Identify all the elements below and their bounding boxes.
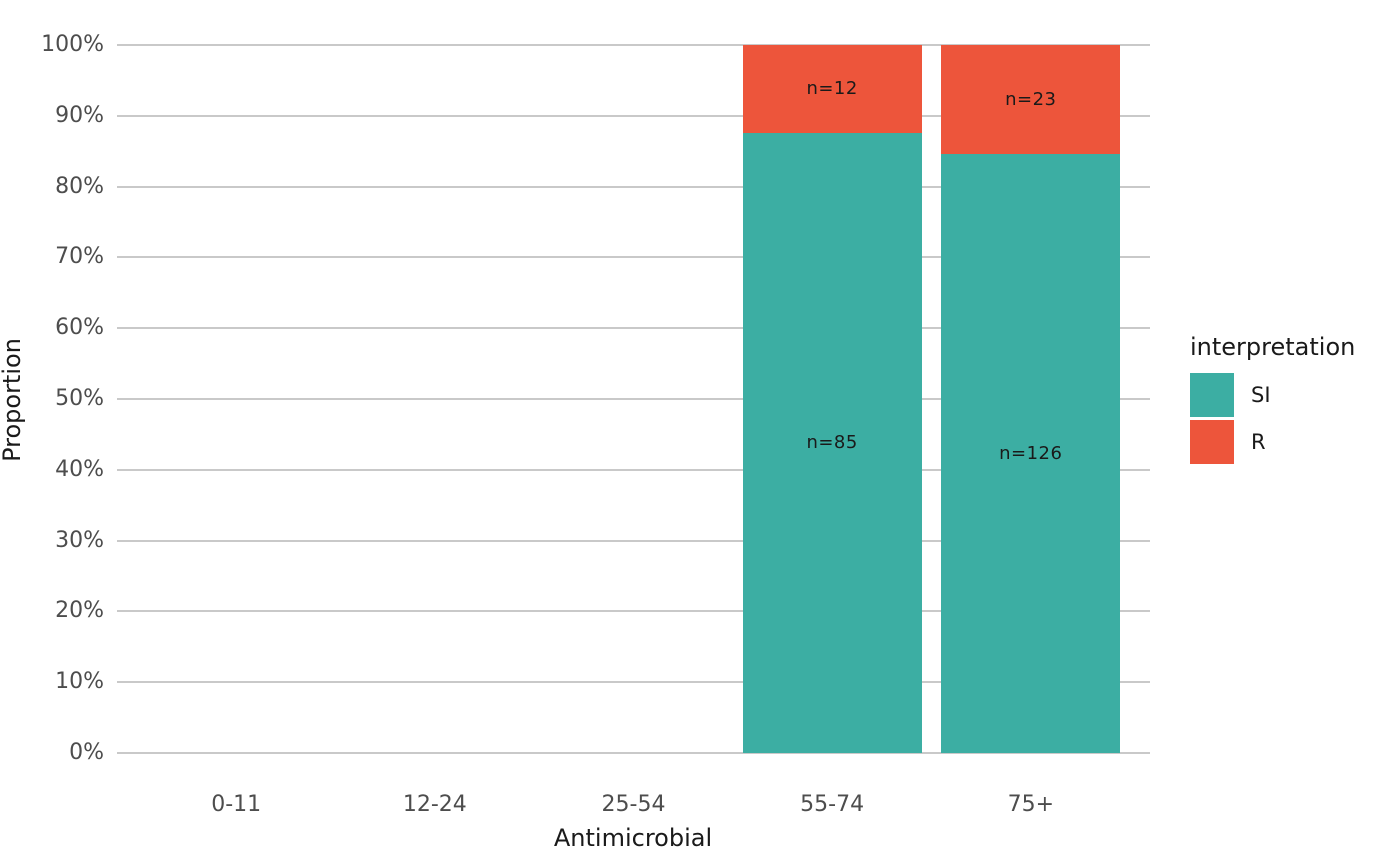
legend-label: R: [1251, 430, 1266, 454]
legend-swatch-R: [1190, 420, 1234, 464]
bar-count-label: n=126: [999, 443, 1063, 465]
bar-count-label: n=23: [1005, 89, 1057, 111]
bar-75+: n=23 n=126: [941, 45, 1121, 753]
gridline-100%: [117, 44, 1150, 46]
gridline-0%: [117, 752, 1150, 754]
legend-item-R: R: [1190, 420, 1355, 464]
gridline-80%: [117, 185, 1150, 188]
gridline-50%: [117, 398, 1150, 400]
y-tick-label: 0%: [69, 740, 104, 765]
y-tick-label: 10%: [55, 669, 104, 695]
gridline-20%: [117, 610, 1150, 613]
gridline-90%: [117, 114, 1150, 117]
legend-swatch-SI: [1190, 373, 1234, 417]
y-tick-label: 90%: [55, 102, 104, 128]
bar-segment-R-75+: n=23: [941, 45, 1121, 155]
x-tick-label-25-54: 25-54: [601, 792, 666, 817]
bar-segment-R-55-74: n=12: [742, 45, 922, 133]
bar-55-74: n=12 n=85: [742, 45, 922, 753]
y-tick-label: 40%: [55, 456, 104, 482]
gridline-10%: [117, 681, 1150, 684]
gridline-70%: [117, 256, 1150, 259]
x-tick-label-12-24: 12-24: [402, 792, 467, 817]
y-tick-label: 50%: [55, 386, 104, 411]
legend-title: interpretation: [1190, 333, 1356, 361]
x-tick-label-55-74: 55-74: [800, 792, 865, 817]
legend-items: SI R: [1190, 373, 1355, 464]
bar-count-label: n=12: [806, 78, 858, 100]
legend-label: SI: [1251, 383, 1271, 407]
legend: interpretation SI R: [1190, 332, 1355, 464]
y-tick-label: 20%: [55, 598, 104, 624]
bar-segment-SI-55-74: n=85: [742, 132, 922, 753]
bar-count-label: n=85: [806, 432, 858, 454]
x-tick-label-75+: 75+: [1007, 792, 1055, 817]
x-axis-title: Antimicrobial: [553, 824, 713, 852]
bar-segment-SI-75+: n=126: [941, 154, 1121, 753]
plot-panel: n=12 n=85 n=23 n=126: [117, 44, 1150, 754]
x-tick-label-0-11: 0-11: [211, 792, 262, 817]
y-tick-label: 60%: [55, 315, 104, 341]
y-tick-label: 30%: [55, 527, 104, 553]
legend-item-SI: SI: [1190, 373, 1355, 417]
gridline-30%: [117, 539, 1150, 542]
gridline-60%: [117, 327, 1150, 330]
y-tick-label: 70%: [55, 244, 104, 270]
y-tick-label: 80%: [55, 173, 104, 199]
y-tick-label: 100%: [41, 32, 104, 57]
gridline-40%: [117, 468, 1150, 471]
